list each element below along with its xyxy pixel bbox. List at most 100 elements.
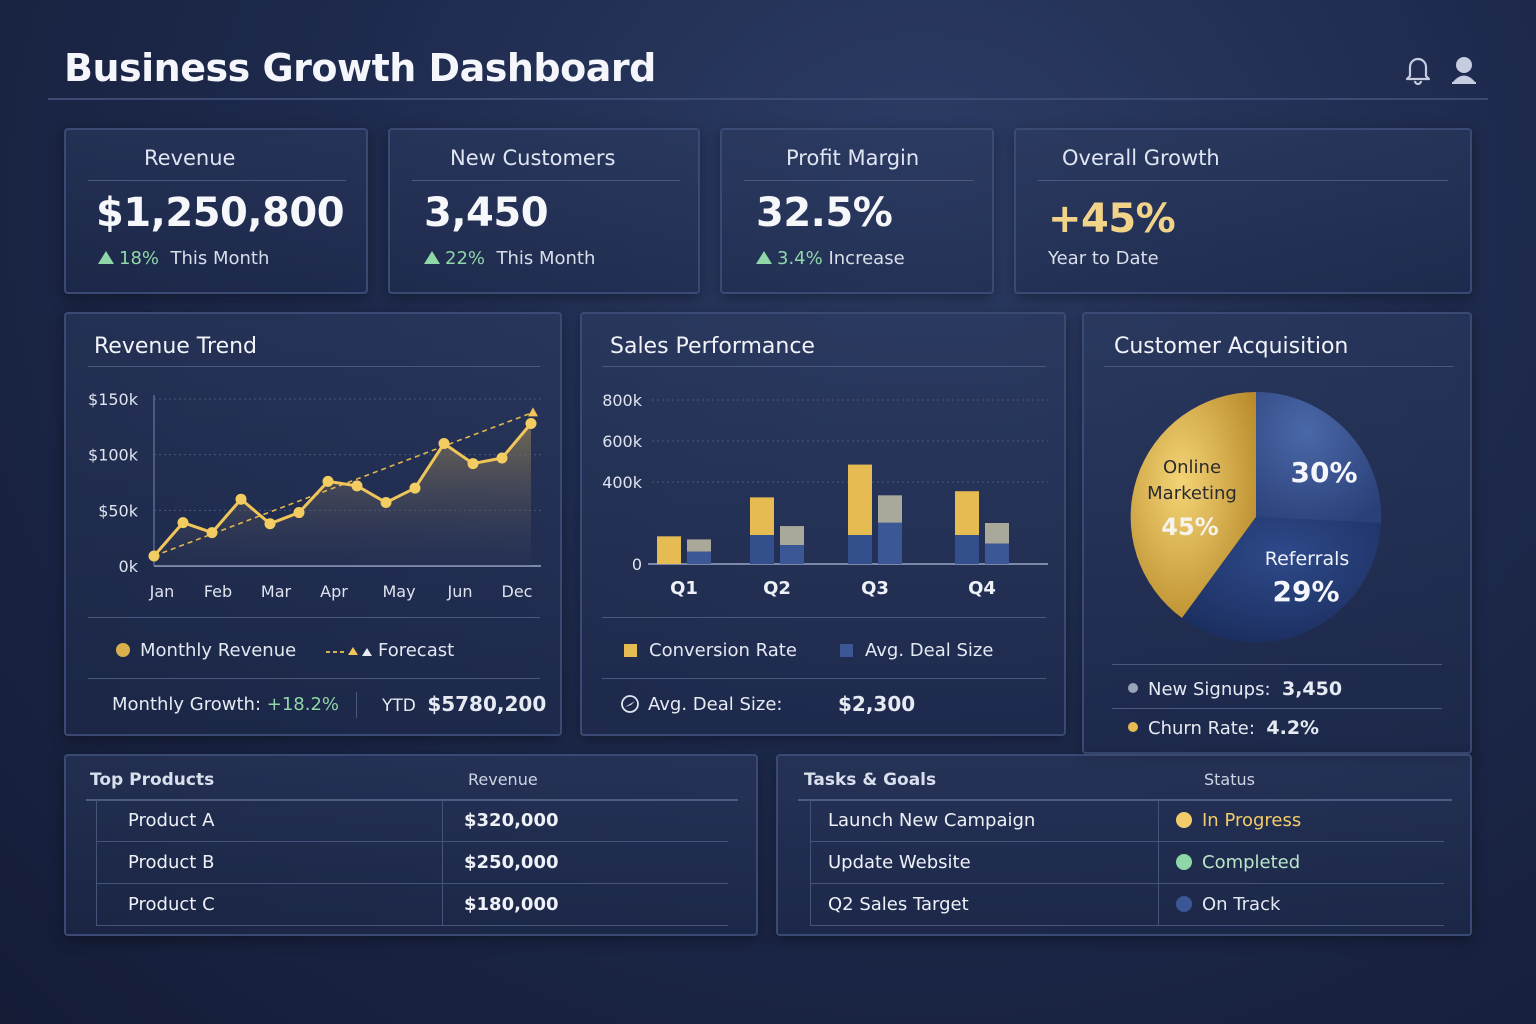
divider — [86, 799, 738, 801]
divider — [356, 692, 357, 718]
divider — [1038, 180, 1448, 181]
bar-avg-deal-size-top — [687, 539, 711, 552]
table-row[interactable]: Launch New Campaign In Progress — [810, 800, 1444, 842]
kpi-card-revenue: Revenue $1,250,800 18% This Month — [64, 128, 368, 294]
legend-swatch — [624, 644, 637, 657]
table-header-status: Status — [1204, 770, 1255, 789]
x-tick-label: Q2 — [763, 578, 791, 599]
status-dot — [1176, 896, 1192, 912]
kpi-card-profit-margin: Profit Margin 32.5% 3.4% Increase — [720, 128, 994, 294]
task-status: In Progress — [1176, 810, 1301, 831]
kpi-card-new-customers: New Customers 3,450 22% This Month — [388, 128, 700, 294]
kpi-label: New Customers — [450, 146, 616, 170]
x-tick-label: May — [382, 582, 415, 601]
legend-monthly-revenue: Monthly Revenue — [116, 640, 296, 661]
kpi-delta-value: 22% — [445, 248, 486, 269]
user-icon[interactable] — [1450, 54, 1478, 86]
header: Business Growth Dashboard — [48, 40, 1488, 100]
divider — [1158, 842, 1159, 884]
table-row[interactable]: Product A $320,000 — [96, 800, 728, 842]
sales-performance-chart: 800k 600k 400k 0 Q1 Q2 Q3 Q4 — [602, 391, 1048, 599]
y-tick-label: 0 — [632, 555, 642, 574]
status-label: On Track — [1202, 894, 1281, 915]
compass-icon — [621, 695, 639, 713]
bell-icon[interactable] — [1404, 54, 1432, 86]
divider — [810, 800, 811, 842]
arrow-up-icon — [424, 251, 440, 264]
signups-value: 3,450 — [1281, 678, 1343, 700]
table-row[interactable]: Product C $180,000 — [96, 884, 728, 926]
task-name: Launch New Campaign — [828, 810, 1036, 831]
divider — [798, 799, 1452, 801]
status-label: Completed — [1202, 852, 1301, 873]
legend-forecast: Forecast — [324, 640, 454, 661]
churn-label: Churn Rate: — [1148, 718, 1255, 739]
legend-label: Conversion Rate — [649, 640, 797, 661]
pie-slice-online-marketing — [1130, 391, 1256, 618]
data-point — [438, 438, 450, 450]
bar-avg-deal-size — [687, 551, 711, 564]
y-tick-label: $50k — [98, 501, 139, 520]
product-name: Product C — [128, 894, 215, 915]
forecast-arrow — [528, 407, 538, 417]
legend-avg-deal-size: Avg. Deal Size — [840, 640, 993, 661]
x-tick-label: Q1 — [670, 578, 698, 599]
divider — [442, 800, 443, 842]
revenue-trend-chart: $150k $100k $50k 0k Jan Feb Mar Apr May Jun Dec — [88, 390, 541, 601]
y-tick-label: 400k — [602, 473, 643, 492]
bar-conversion-rate — [750, 497, 774, 535]
new-signups: New Signups: 3,450 — [1128, 678, 1342, 700]
kpi-delta-value: 3.4% — [777, 248, 823, 269]
product-revenue: $250,000 — [464, 852, 559, 873]
kpi-card-overall-growth: Overall Growth +45% Year to Date — [1014, 128, 1472, 294]
legend-label: Avg. Deal Size — [865, 640, 994, 661]
data-point — [235, 493, 247, 505]
deal-value-wrap: $2,300 — [838, 692, 915, 716]
divider — [96, 800, 97, 842]
table-row[interactable]: Q2 Sales Target On Track — [810, 884, 1444, 926]
bar-conversion-rate — [955, 491, 979, 535]
bar-conversion-rate-base — [848, 535, 872, 564]
pie-label-referrals: Referrals — [1265, 548, 1350, 570]
divider — [88, 180, 346, 181]
kpi-label: Profit Margin — [786, 146, 920, 170]
bar-avg-deal-size — [985, 543, 1009, 564]
data-point — [322, 475, 334, 487]
ytd-value: $5780,200 — [427, 692, 547, 716]
status-label: In Progress — [1202, 810, 1302, 831]
pie-label-referrals-pct: 29% — [1272, 575, 1339, 608]
divider — [88, 678, 540, 679]
deal-label: Avg. Deal Size: — [648, 694, 783, 715]
data-point — [351, 480, 363, 492]
divider — [96, 842, 97, 884]
bar-avg-deal-size-top — [878, 495, 902, 523]
kpi-delta: 3.4% Increase — [756, 248, 905, 269]
table-header-name: Top Products — [90, 770, 215, 790]
growth-value: +18.2% — [266, 694, 340, 715]
data-point — [293, 507, 305, 519]
data-point — [525, 417, 537, 429]
kpi-delta-value: 18% — [119, 248, 160, 269]
page-title: Business Growth Dashboard — [64, 46, 656, 90]
table-row[interactable]: Update Website Completed — [810, 842, 1444, 884]
bar-avg-deal-size — [878, 522, 902, 564]
churn-rate: Churn Rate: 4.2% — [1128, 717, 1319, 739]
data-point — [177, 517, 189, 529]
bullet-dot — [1128, 683, 1138, 693]
table-row[interactable]: Product B $250,000 — [96, 842, 728, 884]
product-revenue: $320,000 — [464, 810, 559, 831]
legend-swatch — [840, 644, 853, 657]
revenue-trend-panel: Revenue Trend $150k $100k $50k 0k Jan Feb Mar A… — [64, 312, 562, 736]
growth-label: Monthly Growth: — [112, 694, 262, 715]
task-name: Q2 Sales Target — [828, 894, 969, 915]
customer-acquisition-panel: Customer Acquisition Online Marketing 45… — [1082, 312, 1472, 754]
data-point — [467, 458, 479, 470]
kpi-delta: 18% This Month — [98, 248, 269, 269]
pie-label-marketing: Marketing — [1147, 483, 1237, 504]
legend-conversion-rate: Conversion Rate — [624, 640, 797, 661]
panel-title: Customer Acquisition — [1114, 334, 1349, 359]
divider — [1158, 800, 1159, 842]
sales-performance-panel: Sales Performance 800k 600k 400k 0 Q1 Q2 Q3 Q4 … — [580, 312, 1066, 736]
bar-conversion-rate — [657, 536, 681, 564]
y-tick-label: $150k — [88, 390, 139, 409]
